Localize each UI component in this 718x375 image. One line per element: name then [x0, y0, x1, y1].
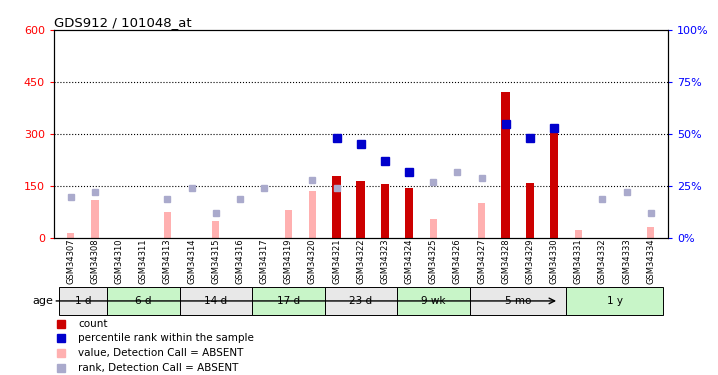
Text: GSM34333: GSM34333: [623, 238, 631, 284]
Bar: [526, 183, 534, 238]
Text: GSM34329: GSM34329: [526, 238, 534, 284]
Text: GSM34311: GSM34311: [139, 238, 148, 284]
Text: GDS912 / 101048_at: GDS912 / 101048_at: [54, 16, 192, 29]
FancyBboxPatch shape: [567, 286, 663, 315]
Text: GSM34308: GSM34308: [90, 238, 99, 284]
FancyBboxPatch shape: [252, 286, 325, 315]
Text: percentile rank within the sample: percentile rank within the sample: [78, 333, 254, 344]
Bar: [550, 130, 559, 238]
Text: GSM34325: GSM34325: [429, 238, 438, 284]
Text: 1 d: 1 d: [75, 296, 91, 306]
Text: GSM34331: GSM34331: [574, 238, 583, 284]
Text: GSM34320: GSM34320: [308, 238, 317, 284]
Text: GSM34316: GSM34316: [236, 238, 244, 284]
Text: 9 wk: 9 wk: [421, 296, 446, 306]
Bar: [212, 221, 220, 238]
Text: GSM34314: GSM34314: [187, 238, 196, 284]
FancyBboxPatch shape: [397, 286, 470, 315]
Bar: [478, 203, 485, 238]
Bar: [405, 188, 414, 238]
Text: rank, Detection Call = ABSENT: rank, Detection Call = ABSENT: [78, 363, 239, 373]
Bar: [284, 210, 292, 238]
Text: GSM34322: GSM34322: [356, 238, 365, 284]
Bar: [647, 227, 655, 238]
Text: 1 y: 1 y: [607, 296, 623, 306]
FancyBboxPatch shape: [180, 286, 252, 315]
Text: count: count: [78, 319, 108, 329]
Bar: [574, 231, 582, 238]
Text: GSM34332: GSM34332: [598, 238, 607, 284]
FancyBboxPatch shape: [59, 286, 107, 315]
Text: GSM34307: GSM34307: [66, 238, 75, 284]
Bar: [356, 181, 365, 238]
Bar: [332, 176, 341, 238]
Text: GSM34321: GSM34321: [332, 238, 341, 284]
Text: GSM34323: GSM34323: [381, 238, 389, 284]
FancyBboxPatch shape: [470, 286, 567, 315]
Text: GSM34313: GSM34313: [163, 238, 172, 284]
Text: 17 d: 17 d: [276, 296, 300, 306]
Text: GSM34310: GSM34310: [115, 238, 123, 284]
Text: value, Detection Call = ABSENT: value, Detection Call = ABSENT: [78, 348, 244, 358]
Bar: [381, 184, 389, 238]
FancyBboxPatch shape: [107, 286, 180, 315]
Bar: [429, 219, 437, 238]
Bar: [309, 191, 316, 238]
Bar: [501, 93, 510, 238]
Text: GSM34328: GSM34328: [501, 238, 510, 284]
Text: GSM34330: GSM34330: [550, 238, 559, 284]
Text: age: age: [32, 296, 53, 306]
Text: GSM34334: GSM34334: [646, 238, 656, 284]
Text: GSM34319: GSM34319: [284, 238, 293, 284]
Text: GSM34327: GSM34327: [477, 238, 486, 284]
Bar: [67, 233, 75, 238]
Text: GSM34315: GSM34315: [211, 238, 220, 284]
Text: 23 d: 23 d: [349, 296, 373, 306]
Bar: [91, 200, 98, 238]
Bar: [164, 212, 171, 238]
Text: 5 mo: 5 mo: [505, 296, 531, 306]
Text: GSM34317: GSM34317: [260, 238, 269, 284]
Text: 6 d: 6 d: [135, 296, 151, 306]
Text: 14 d: 14 d: [204, 296, 228, 306]
FancyBboxPatch shape: [325, 286, 397, 315]
Text: GSM34324: GSM34324: [405, 238, 414, 284]
Text: GSM34326: GSM34326: [453, 238, 462, 284]
